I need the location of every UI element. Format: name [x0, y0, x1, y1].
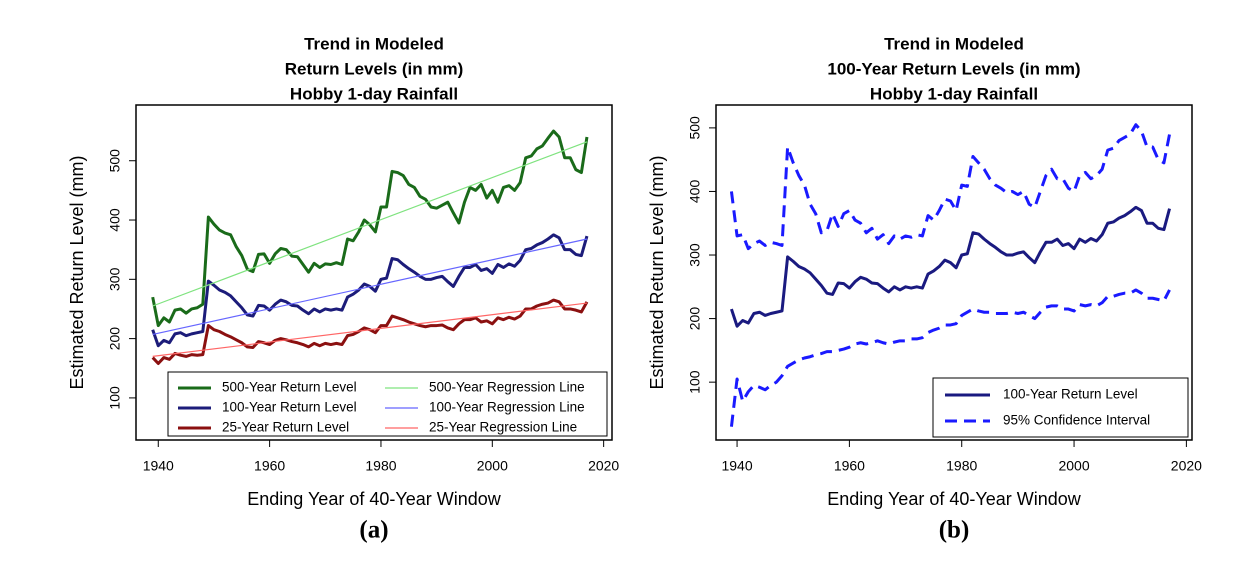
legend-label: 100-Year Return Level	[222, 400, 357, 415]
x-tick-label: 1940	[721, 458, 752, 474]
x-tick-label: 2000	[1058, 458, 1089, 474]
series-line	[730, 205, 1171, 328]
y-tick-label: 300	[107, 267, 123, 291]
legend-label: 100-Year Return Level	[1003, 387, 1138, 402]
chart-title: Trend in Modeled	[304, 34, 444, 53]
series-line	[729, 123, 1172, 251]
legend-label: 25-Year Regression Line	[429, 420, 577, 435]
chart-title: 100-Year Return Levels (in mm)	[827, 59, 1080, 78]
series-line	[152, 302, 588, 357]
x-axis-label: Ending Year of 40-Year Window	[247, 489, 502, 509]
series-line	[152, 238, 588, 336]
legend-label: 500-Year Return Level	[222, 380, 357, 395]
chart-title: Trend in Modeled	[884, 34, 1024, 53]
series-line	[729, 288, 1171, 427]
legend-box	[932, 377, 1189, 438]
x-tick-label: 1960	[254, 458, 285, 474]
caption: (b)	[939, 517, 970, 544]
x-tick-label: 2000	[477, 458, 508, 474]
plot-frame	[715, 104, 1193, 441]
x-tick-label: 2020	[588, 458, 619, 474]
y-tick-label: 200	[107, 327, 123, 351]
x-tick-label: 1980	[946, 458, 977, 474]
chart-title: Hobby 1-day Rainfall	[870, 84, 1038, 103]
y-axis-label: Estimated Return Level (mm)	[67, 155, 87, 389]
legend-label: 25-Year Return Level	[222, 420, 349, 435]
y-tick-label: 200	[687, 307, 703, 331]
y-tick-label: 300	[687, 243, 703, 267]
y-tick-label: 100	[687, 370, 703, 394]
plot-frame	[135, 104, 613, 441]
y-tick-label: 100	[107, 386, 123, 410]
y-tick-label: 500	[687, 116, 703, 140]
x-axis-label: Ending Year of 40-Year Window	[827, 489, 1082, 509]
legend-label: 500-Year Regression Line	[429, 380, 585, 395]
y-tick-label: 500	[107, 149, 123, 173]
series-line	[151, 129, 589, 328]
x-tick-label: 1980	[365, 458, 396, 474]
x-tick-label: 1940	[143, 458, 174, 474]
series-line	[151, 298, 589, 366]
y-tick-label: 400	[107, 208, 123, 232]
chart-title: Hobby 1-day Rainfall	[290, 84, 458, 103]
chart-title: Return Levels (in mm)	[285, 59, 464, 78]
y-tick-label: 400	[687, 180, 703, 204]
caption: (a)	[359, 517, 388, 544]
x-tick-label: 1960	[834, 458, 865, 474]
legend-label: 95% Confidence Interval	[1003, 413, 1150, 428]
y-axis-label: Estimated Return Level (mm)	[647, 155, 667, 389]
series-line	[152, 141, 588, 307]
legend-label: 100-Year Regression Line	[429, 400, 585, 415]
x-tick-label: 2020	[1171, 458, 1202, 474]
legend-box	[167, 371, 608, 437]
